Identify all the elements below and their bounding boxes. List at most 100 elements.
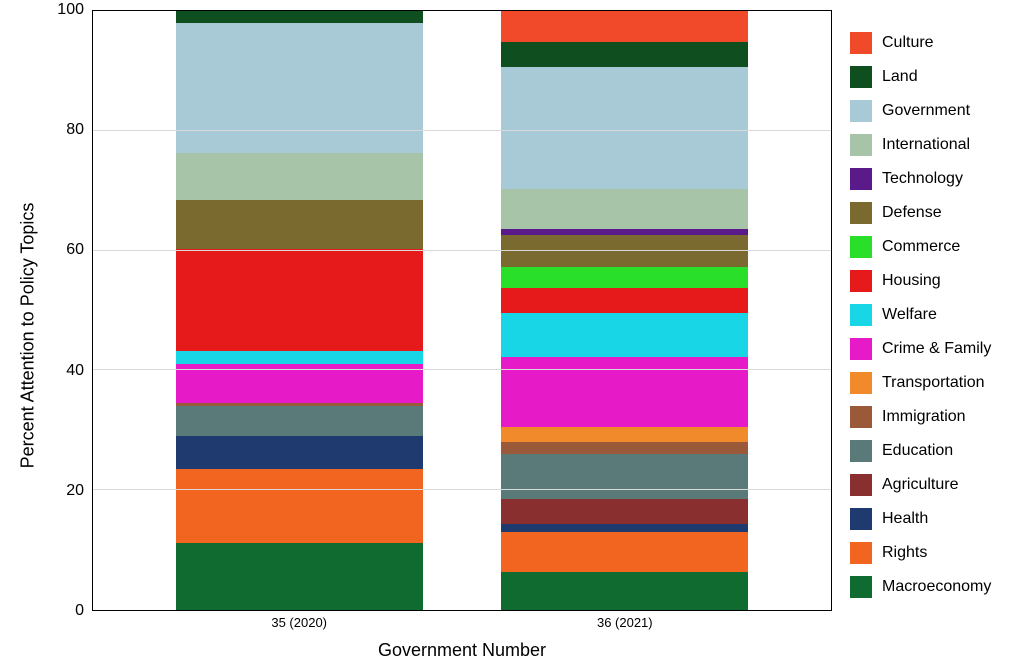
gridline <box>93 369 831 370</box>
legend-label: Housing <box>882 272 941 290</box>
legend-item: Commerce <box>850 236 1008 258</box>
legend-item: Transportation <box>850 372 1008 394</box>
y-axis-label-container: Percent Attention to Policy Topics <box>10 10 46 661</box>
legend-item: Macroeconomy <box>850 576 1008 598</box>
legend-item: International <box>850 134 1008 156</box>
legend-swatch <box>850 236 872 258</box>
legend-item: Defense <box>850 202 1008 224</box>
legend-swatch <box>850 372 872 394</box>
legend-swatch <box>850 100 872 122</box>
legend-label: Immigration <box>882 408 966 426</box>
bar <box>501 11 748 610</box>
gridline <box>93 130 831 131</box>
legend-item: Rights <box>850 542 1008 564</box>
bar-segment <box>176 351 423 365</box>
y-tick-label: 100 <box>57 1 84 19</box>
bar-segment <box>176 436 423 470</box>
legend-swatch <box>850 270 872 292</box>
legend-item: Agriculture <box>850 474 1008 496</box>
plot-row: 020406080100 <box>46 10 832 611</box>
bar-segment <box>501 499 748 524</box>
legend-label: Welfare <box>882 306 937 324</box>
legend-label: Commerce <box>882 238 960 256</box>
gridline <box>93 250 831 251</box>
bar-segment <box>501 572 748 610</box>
legend-item: Land <box>850 66 1008 88</box>
bar-segment <box>501 235 748 267</box>
legend-item: Government <box>850 100 1008 122</box>
legend-label: Defense <box>882 204 942 222</box>
y-tick-label: 60 <box>66 241 84 259</box>
bar-segment <box>176 23 423 153</box>
bar-segment <box>501 67 748 189</box>
legend-item: Welfare <box>850 304 1008 326</box>
bar-segment <box>501 313 748 357</box>
bar-segment <box>176 200 423 250</box>
legend-label: Rights <box>882 544 927 562</box>
legend-swatch <box>850 576 872 598</box>
bar <box>176 11 423 610</box>
bar-segment <box>501 288 748 313</box>
y-axis-label: Percent Attention to Policy Topics <box>18 203 39 469</box>
legend-item: Immigration <box>850 406 1008 428</box>
bar-segment <box>176 153 423 200</box>
legend-label: Land <box>882 68 918 86</box>
legend-swatch <box>850 338 872 360</box>
bar-segment <box>501 442 748 455</box>
bar-segment <box>176 249 423 350</box>
bar-segment <box>501 524 748 532</box>
bar-segment <box>501 357 748 426</box>
y-tick-label: 40 <box>66 362 84 380</box>
bars-container <box>93 11 831 610</box>
legend: Culture Land Government International Techno… <box>832 10 1014 661</box>
gridline <box>93 489 831 490</box>
legend-swatch <box>850 202 872 224</box>
legend-swatch <box>850 134 872 156</box>
legend-swatch <box>850 168 872 190</box>
legend-swatch <box>850 542 872 564</box>
bar-segment <box>176 11 423 23</box>
legend-label: Health <box>882 510 928 528</box>
legend-label: Macroeconomy <box>882 578 991 596</box>
bar-segment <box>176 469 423 543</box>
y-tick-label: 80 <box>66 121 84 139</box>
plot-area <box>92 10 832 611</box>
legend-label: International <box>882 136 970 154</box>
bar-segment <box>176 543 423 610</box>
bar-segment <box>501 189 748 229</box>
legend-swatch <box>850 32 872 54</box>
legend-item: Health <box>850 508 1008 530</box>
legend-label: Technology <box>882 170 963 188</box>
bar-segment <box>501 532 748 572</box>
legend-swatch <box>850 440 872 462</box>
bar-segment <box>501 42 748 67</box>
legend-label: Education <box>882 442 953 460</box>
legend-swatch <box>850 66 872 88</box>
stacked-bar-chart: Percent Attention to Policy Topics 0 20 40… <box>10 10 1014 661</box>
bar-segment <box>501 454 748 498</box>
y-tick-label: 20 <box>66 482 84 500</box>
y-tick-label: 0 <box>75 602 84 620</box>
legend-item: Crime & Family <box>850 338 1008 360</box>
bar-segment <box>501 267 748 288</box>
plot-column: 020406080100 35 (2020)36 (2021) Governme… <box>46 10 832 661</box>
bar-segment <box>501 427 748 442</box>
bar-segment <box>501 11 748 42</box>
legend-label: Transportation <box>882 374 985 392</box>
legend-item: Education <box>850 440 1008 462</box>
legend-label: Culture <box>882 34 934 52</box>
legend-swatch <box>850 304 872 326</box>
legend-label: Agriculture <box>882 476 958 494</box>
legend-label: Crime & Family <box>882 340 991 358</box>
legend-item: Technology <box>850 168 1008 190</box>
y-ticks: 020406080100 <box>46 10 92 611</box>
x-axis-label: Government Number <box>92 640 832 661</box>
legend-swatch <box>850 474 872 496</box>
legend-item: Housing <box>850 270 1008 292</box>
legend-swatch <box>850 508 872 530</box>
bar-segment <box>176 406 423 435</box>
legend-label: Government <box>882 102 970 120</box>
legend-item: Culture <box>850 32 1008 54</box>
legend-swatch <box>850 406 872 428</box>
x-label-row: 35 (2020)36 (2021) Government Number <box>46 611 832 661</box>
